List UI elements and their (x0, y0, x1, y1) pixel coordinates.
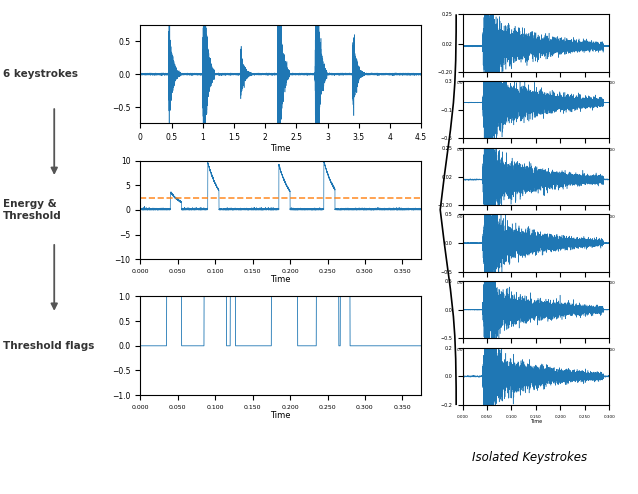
X-axis label: Time: Time (530, 353, 542, 358)
X-axis label: Time: Time (530, 86, 542, 91)
X-axis label: Time: Time (530, 286, 542, 291)
Text: 6 keystrokes: 6 keystrokes (3, 69, 78, 79)
X-axis label: Time: Time (530, 419, 542, 424)
X-axis label: Time: Time (271, 412, 291, 420)
X-axis label: Time: Time (271, 276, 291, 285)
Text: Energy &
Threshold: Energy & Threshold (3, 199, 62, 221)
Text: Threshold flags: Threshold flags (3, 341, 94, 351)
X-axis label: Time: Time (271, 144, 291, 153)
X-axis label: Time: Time (530, 153, 542, 158)
X-axis label: Time: Time (530, 219, 542, 224)
Text: Isolated Keystrokes: Isolated Keystrokes (472, 452, 587, 464)
